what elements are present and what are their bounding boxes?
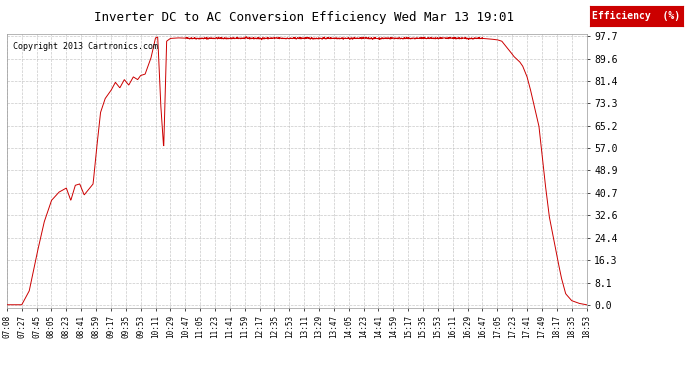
Text: Efficiency  (%): Efficiency (%) [593,11,680,21]
Text: Copyright 2013 Cartronics.com: Copyright 2013 Cartronics.com [12,42,158,51]
Text: Inverter DC to AC Conversion Efficiency Wed Mar 13 19:01: Inverter DC to AC Conversion Efficiency … [94,11,513,24]
